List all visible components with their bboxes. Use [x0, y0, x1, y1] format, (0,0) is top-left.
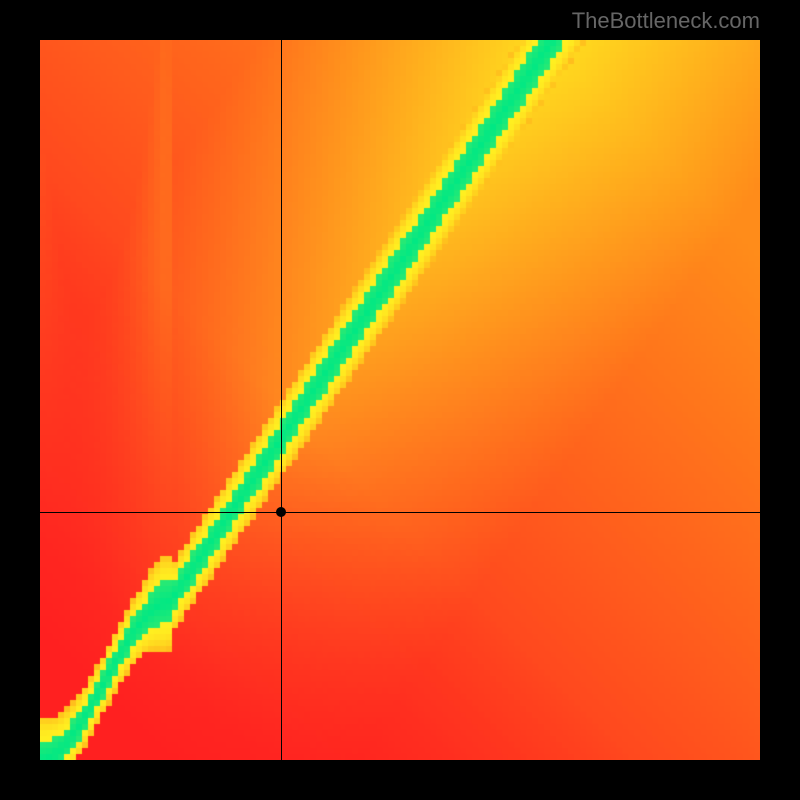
marker-dot	[276, 507, 286, 517]
heatmap-canvas	[40, 40, 760, 760]
crosshair-horizontal	[40, 512, 760, 513]
watermark-text: TheBottleneck.com	[572, 8, 760, 34]
crosshair-vertical	[281, 40, 282, 760]
heatmap-frame	[40, 40, 760, 760]
